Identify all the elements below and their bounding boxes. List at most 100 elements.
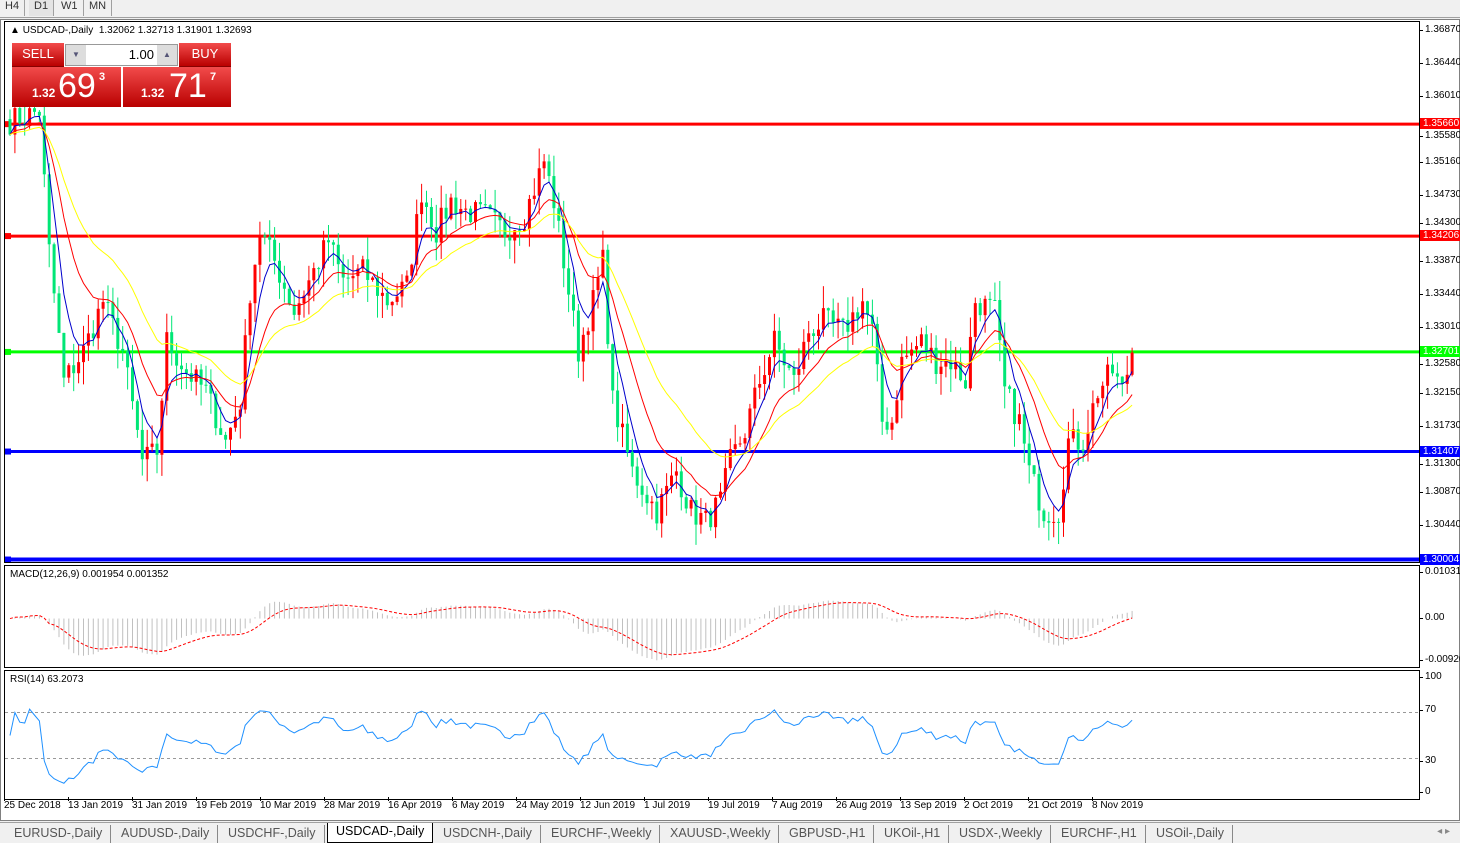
lot-input[interactable]: 1.00: [128, 47, 154, 62]
candle: [361, 255, 365, 272]
candle: [155, 438, 159, 474]
rsi-pane[interactable]: RSI(14) 63.2073: [4, 670, 1420, 800]
candle: [86, 314, 90, 361]
candle: [145, 429, 149, 482]
price-level-label[interactable]: 1.35660: [1420, 118, 1460, 130]
candle: [772, 313, 776, 378]
candle: [576, 304, 580, 378]
date-axis-label: 26 Aug 2019: [836, 797, 893, 811]
date-axis-label: 25 Dec 2018: [4, 797, 61, 811]
timeframe-d1[interactable]: D1: [29, 0, 55, 16]
date-axis-label: 2 Oct 2019: [964, 797, 1013, 811]
candle: [787, 364, 791, 371]
chart-tab[interactable]: USDCHF-,Daily: [220, 825, 325, 843]
macd-axis-tick: 0.010311: [1420, 566, 1460, 578]
collapse-arrow-icon[interactable]: ▲: [10, 25, 23, 36]
candle: [880, 342, 884, 435]
candle: [1013, 388, 1016, 447]
price-level-label[interactable]: 1.30004: [1420, 553, 1460, 565]
candle: [444, 193, 448, 238]
candle: [586, 327, 590, 355]
candle: [635, 457, 639, 499]
sell-price-button[interactable]: 1.32 69 3: [12, 67, 121, 107]
chart-tab[interactable]: GBPUSD-,H1: [781, 825, 875, 843]
chart-tab[interactable]: AUDUSD-,Daily: [113, 825, 219, 843]
sell-price-pips: 69: [58, 67, 96, 105]
candle: [282, 265, 286, 303]
chart-tab[interactable]: EURCHF-,Weekly: [543, 825, 661, 843]
candle: [905, 336, 909, 359]
decrease-lot-icon[interactable]: ▼: [66, 45, 86, 65]
level-handle: [5, 448, 11, 455]
increase-lot-icon[interactable]: ▲: [157, 45, 177, 65]
candle: [405, 270, 409, 283]
chart-tab[interactable]: USDX-,Weekly: [951, 825, 1052, 843]
chart-tab[interactable]: USDCAD-,Daily: [327, 823, 434, 843]
tab-scroll-arrows-icon[interactable]: ◂ ▸: [1437, 826, 1450, 837]
candle: [782, 342, 786, 389]
price-level-label[interactable]: 1.34206: [1420, 230, 1460, 242]
buy-price-button[interactable]: 1.32 71 7: [123, 67, 231, 107]
chart-tab[interactable]: XAUUSD-,Weekly: [662, 825, 780, 843]
candle: [474, 200, 477, 231]
price-axis-tick: 1.36440: [1420, 57, 1460, 69]
chart-tab[interactable]: EURCHF-,H1: [1053, 825, 1146, 843]
candle: [170, 315, 174, 366]
macd-canvas: [9, 600, 1133, 661]
candle: [606, 244, 610, 349]
candle: [238, 404, 242, 439]
candle: [743, 433, 747, 454]
rsi-axis-tick: 70: [1420, 704, 1460, 716]
candle: [101, 290, 105, 322]
price-level-label[interactable]: 1.32701: [1420, 345, 1460, 357]
candle: [1032, 465, 1036, 477]
candle: [861, 288, 865, 329]
price-level-label[interactable]: 1.31407: [1420, 445, 1460, 457]
candle: [532, 178, 536, 205]
chart-tab[interactable]: USDCNH-,Daily: [435, 825, 541, 843]
timeframe-mn[interactable]: MN: [84, 0, 113, 16]
candle: [184, 362, 188, 390]
level-handle: [5, 233, 11, 240]
candle: [82, 325, 85, 385]
price-axis[interactable]: 1.36870 1.36440 1.36010 1.35580 1.35160 1.347…: [1420, 21, 1460, 565]
buy-price-fraction: 7: [210, 71, 217, 83]
timeframe-w1[interactable]: W1: [56, 0, 84, 16]
candle: [601, 230, 605, 279]
candle: [111, 287, 115, 335]
candle: [723, 453, 727, 501]
candle: [704, 502, 708, 523]
candle: [258, 221, 262, 283]
chart-window: ▲ USDCAD-,Daily 1.32062 1.32713 1.31901 …: [0, 19, 1460, 821]
price-axis-tick: 1.36870: [1420, 24, 1460, 36]
candle: [699, 498, 703, 534]
candle: [924, 325, 928, 362]
candle: [572, 272, 575, 327]
date-axis-label: 12 Jun 2019: [580, 797, 636, 811]
candle: [753, 374, 757, 426]
macd-axis-tick: 0.00: [1420, 612, 1460, 624]
candle: [346, 259, 350, 296]
candle: [1052, 506, 1056, 538]
price-axis-tick: 1.33440: [1420, 288, 1460, 300]
price-axis-tick: 1.31730: [1420, 420, 1460, 432]
chart-tab[interactable]: USOil-,Daily: [1148, 825, 1234, 843]
rsi-axis: 100 70 30 0: [1420, 670, 1460, 800]
candle: [8, 109, 12, 136]
candle: [307, 265, 311, 315]
sell-button[interactable]: SELL: [12, 43, 64, 67]
candle: [135, 399, 139, 438]
chart-tab[interactable]: UKOil-,H1: [876, 825, 950, 843]
price-axis-tick: 1.35160: [1420, 156, 1460, 168]
chart-tab[interactable]: EURUSD-,Daily: [6, 825, 112, 843]
candle: [1101, 381, 1105, 418]
date-axis-label: 19 Feb 2019: [196, 797, 253, 811]
price-chart-pane[interactable]: ▲ USDCAD-,Daily 1.32062 1.32713 1.31901 …: [4, 21, 1420, 563]
macd-pane[interactable]: MACD(12,26,9) 0.001954 0.001352: [4, 565, 1420, 668]
candle: [650, 495, 654, 520]
candle: [1042, 508, 1046, 528]
buy-button[interactable]: BUY: [179, 43, 231, 67]
timeframe-h4[interactable]: H4: [0, 0, 26, 16]
lot-size-stepper[interactable]: ▼ 1.00 ▲: [65, 44, 178, 66]
candle: [131, 344, 134, 410]
